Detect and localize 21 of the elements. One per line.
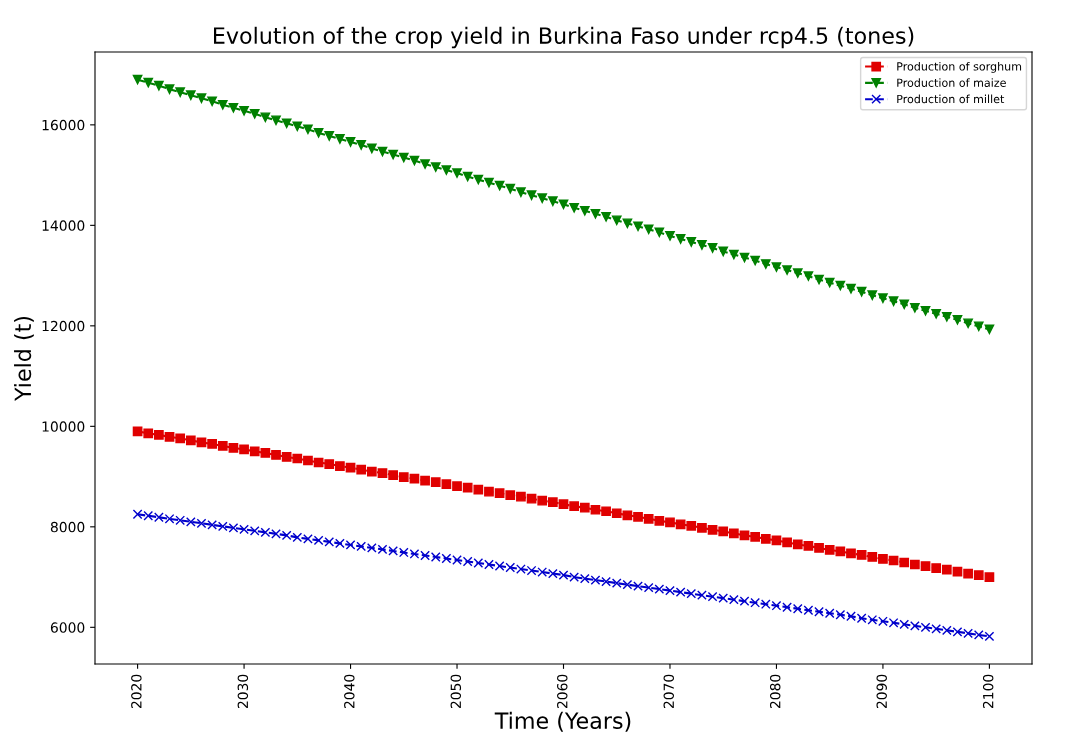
y-axis-title: Yield (t) <box>14 316 34 402</box>
y-tick-label: 8000 <box>50 521 85 533</box>
x-tick-label: 2040 <box>344 674 355 709</box>
y-tick-label: 14000 <box>42 220 85 231</box>
x-tick-label: 2080 <box>769 674 781 709</box>
y-tick-label: 10000 <box>42 421 85 432</box>
x-tick-label: 2090 <box>876 674 887 709</box>
x-axis-title: Time (Years) <box>494 711 631 732</box>
y-tick-label: 6000 <box>50 622 85 633</box>
chart-title: Evolution of the crop yield in Burkina Faso under rcp4.5 (tones) <box>214 26 914 49</box>
y-tick-label: 12000 <box>42 320 85 332</box>
x-tick-label: 2030 <box>237 674 249 709</box>
x-tick-label: 2100 <box>982 674 994 709</box>
x-tick-label: 2070 <box>663 674 675 709</box>
legend-label: Production of maize <box>897 78 1006 87</box>
legend-label: Production of sorghum <box>897 62 1022 73</box>
legend-label: Production of millet <box>897 94 1005 104</box>
x-tick-label: 2050 <box>450 674 462 709</box>
x-tick-label: 2060 <box>557 674 568 709</box>
x-tick-label: 2020 <box>131 674 142 709</box>
y-tick-label: 16000 <box>42 119 85 131</box>
